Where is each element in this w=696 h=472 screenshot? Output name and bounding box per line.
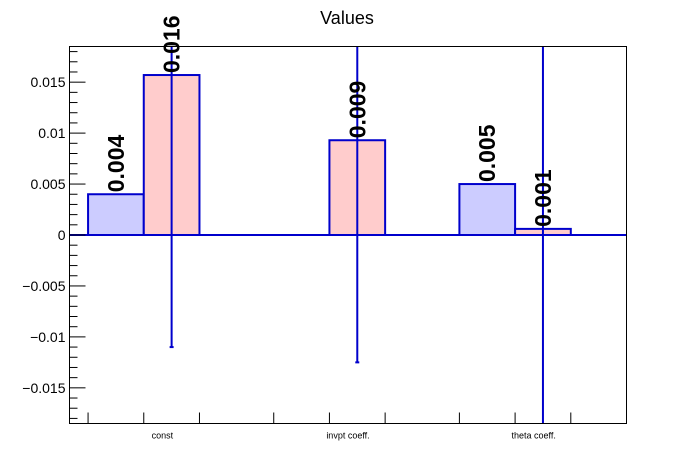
y-tick-label: 0.015 <box>30 74 65 90</box>
x-category-label: invpt coeff. <box>326 431 369 441</box>
chart-marks: 0.004 0.005 0.016 0.009 0.001 <box>69 15 627 424</box>
y-tick-label: −0.005 <box>22 278 65 294</box>
y-tick-label: −0.015 <box>22 380 65 396</box>
data-label: 0.009 <box>344 81 370 139</box>
bar <box>87 193 145 236</box>
y-tick-label: −0.01 <box>30 329 66 345</box>
y-tick-label: 0.01 <box>38 125 65 141</box>
x-category-label: theta coeff. <box>511 431 555 441</box>
data-label: 0.005 <box>474 124 500 182</box>
data-label: 0.016 <box>159 15 185 73</box>
x-category-label: const <box>152 431 174 441</box>
y-tick-label: 0.005 <box>30 176 65 192</box>
data-label: 0.001 <box>530 169 556 227</box>
data-label: 0.004 <box>103 134 129 192</box>
chart-axes: −0.015 −0.01 −0.005 0 0.005 0.01 0.015 const inv… <box>22 51 572 441</box>
chart-title: Values <box>320 8 374 28</box>
bar <box>458 183 517 236</box>
y-tick-label: 0 <box>58 227 66 243</box>
